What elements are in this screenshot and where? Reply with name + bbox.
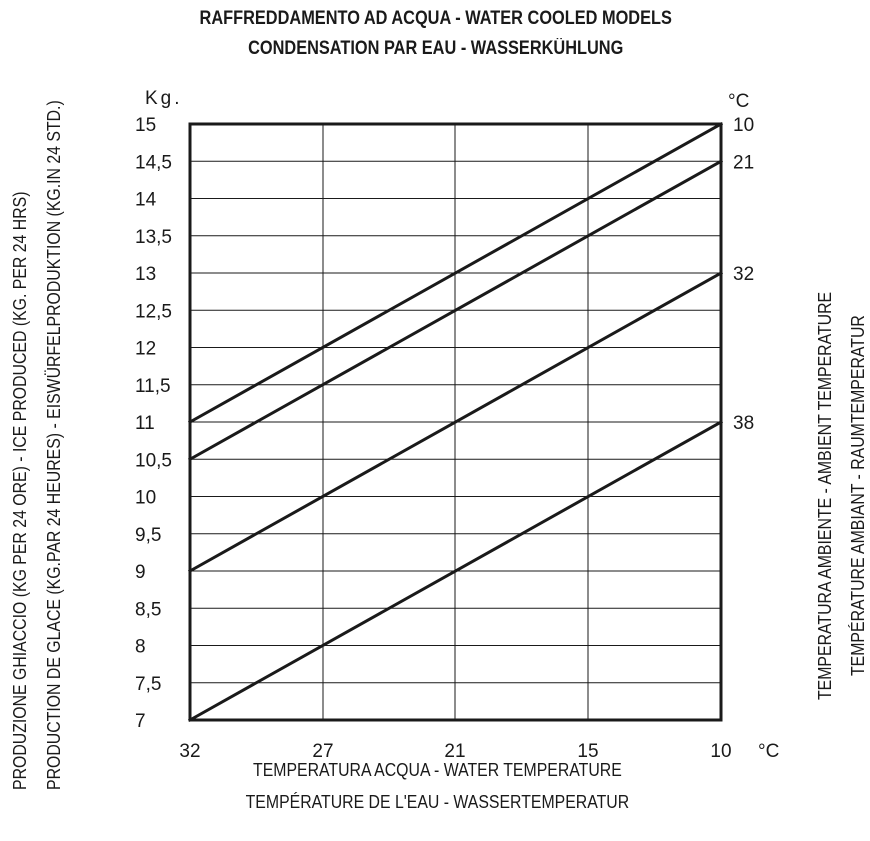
- series-label-32: 32: [733, 264, 754, 285]
- y-axis-label-line-2: PRODUCTION DE GLACE (KG.PAR 24 HEURES) -…: [44, 100, 64, 790]
- x-axis-label-line-2: TEMPÉRATURE DE L'EAU - WASSERTEMPERATUR: [245, 792, 630, 812]
- y-tick-label: 7,5: [135, 674, 161, 695]
- y-tick-label: 10,5: [135, 450, 172, 471]
- y-tick-label: 12,5: [135, 301, 172, 322]
- y-tick-label: 15: [135, 115, 156, 136]
- y-tick-label: 8,5: [135, 599, 161, 620]
- series-label-38: 38: [733, 413, 754, 434]
- chart-title-line-1: RAFFREDDAMENTO AD ACQUA - WATER COOLED M…: [199, 8, 672, 29]
- x-tick-label: 27: [312, 741, 333, 762]
- series-line-38: [187, 419, 724, 723]
- y2-unit-label: °C: [728, 91, 749, 112]
- y2-axis-label-line-2: TEMPÉRATURE AMBIANT - RAUMTEMPERATUR: [848, 315, 868, 676]
- y-tick-label: 8: [135, 637, 146, 658]
- y2-axis-label-line-1: TEMPERATURA AMBIENTE - AMBIENT TEMPERATU…: [815, 291, 835, 700]
- y-tick-label: 11,5: [135, 376, 171, 397]
- y-tick-label: 14,5: [135, 152, 172, 173]
- series-line-21: [187, 159, 724, 462]
- x-tick-label: 32: [179, 741, 200, 762]
- x-unit-label: °C: [758, 741, 779, 762]
- y-tick-label: 13,5: [135, 227, 172, 248]
- y-tick-label: 7: [135, 711, 146, 732]
- chart-title-line-2: CONDENSATION PAR EAU - WASSERKÜHLUNG: [248, 38, 624, 59]
- y-tick-label: 14: [135, 190, 157, 211]
- y-tick-label: 11: [135, 413, 155, 434]
- y-tick-label: 9: [135, 562, 146, 583]
- series-label-21: 21: [733, 152, 754, 173]
- x-tick-label: 21: [444, 741, 465, 762]
- x-axis-label-line-1: TEMPERATURA ACQUA - WATER TEMPERATURE: [253, 760, 622, 780]
- y-tick-label: 10: [135, 488, 156, 509]
- x-tick-label: 10: [710, 741, 731, 762]
- y-unit-label: Kg.: [145, 88, 183, 109]
- series-label-10: 10: [733, 115, 754, 136]
- y-tick-label: 13: [135, 264, 156, 285]
- y-tick-label: 9,5: [135, 525, 161, 546]
- y-tick-label: 12: [135, 339, 156, 360]
- y-axis-label-line-1: PRODUZIONE GHIACCIO (KG PER 24 ORE) - IC…: [10, 191, 30, 790]
- series-line-10: [187, 121, 724, 425]
- x-tick-label: 15: [577, 741, 598, 762]
- series-line-32: [187, 270, 724, 574]
